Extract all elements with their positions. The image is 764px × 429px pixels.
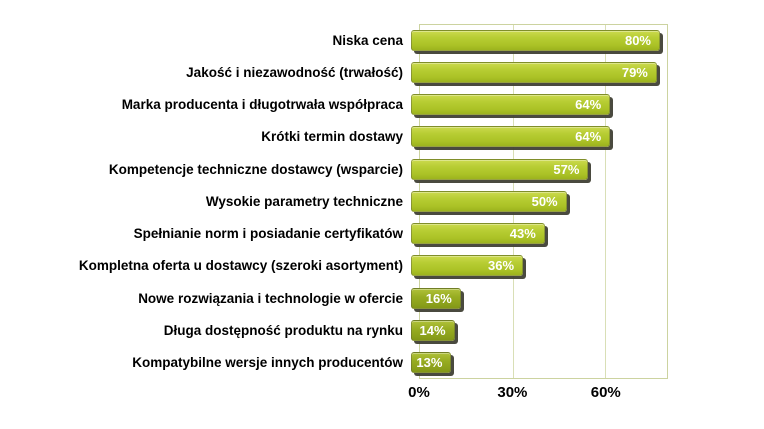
bar: 36% <box>411 255 524 277</box>
bar-row: Jakość i niezawodność (trwałość) 79% <box>0 56 668 88</box>
bar: 79% <box>411 61 657 83</box>
bar-value-label: 43% <box>509 226 536 242</box>
x-tick-30: 30% <box>497 384 528 401</box>
bar: 16% <box>411 287 461 309</box>
category-label: Kompletna oferta u dostawcy (szeroki aso… <box>78 258 403 274</box>
category-label: Jakość i niezawodność (trwałość) <box>186 64 403 80</box>
bar-track: 64% <box>411 94 660 116</box>
bar: 57% <box>411 158 589 180</box>
bar-value-label: 36% <box>488 258 515 274</box>
bar-row: Kompatybilne wersje innych producentów 1… <box>0 347 668 379</box>
bar-value-label: 13% <box>416 355 443 371</box>
bar-track: 80% <box>411 29 660 51</box>
bar-row: Nowe rozwiązania i technologie w ofercie… <box>0 282 668 314</box>
bar-row: Niska cena 80% <box>0 24 668 56</box>
bar-row: Kompletna oferta u dostawcy (szeroki aso… <box>0 250 668 282</box>
category-label: Marka producenta i długotrwała współprac… <box>121 97 403 113</box>
bar: 14% <box>411 320 455 342</box>
bar: 80% <box>411 29 660 51</box>
bar-value-label: 64% <box>575 129 602 145</box>
x-tick-60: 60% <box>590 384 621 401</box>
bar-rows: Niska cena 80% Jakość i niezawodność (tr… <box>0 24 668 379</box>
bar-row: Krótki termin dostawy 64% <box>0 121 668 153</box>
bar-value-label: 14% <box>419 323 446 339</box>
gridline-60 <box>605 25 607 378</box>
x-tick-0: 0% <box>408 384 430 401</box>
bar-value-label: 50% <box>531 193 558 209</box>
bar-row: Spełnianie norm i posiadanie certyfikató… <box>0 218 668 250</box>
bar-value-label: 79% <box>621 64 648 80</box>
bar: 64% <box>411 94 611 116</box>
category-label: Spełnianie norm i posiadanie certyfikató… <box>133 226 403 242</box>
bar: 64% <box>411 126 611 148</box>
bar-track: 79% <box>411 61 660 83</box>
category-label: Nowe rozwiązania i technologie w ofercie <box>138 290 403 306</box>
bar-row: Wysokie parametry techniczne 50% <box>0 185 668 217</box>
bar: 13% <box>411 352 452 374</box>
bar-track: 57% <box>411 158 660 180</box>
bar-row: Kompetencje techniczne dostawcy (wsparci… <box>0 153 668 185</box>
bar-track: 14% <box>411 320 660 342</box>
category-label: Krótki termin dostawy <box>261 129 403 145</box>
bar-value-label: 16% <box>425 290 452 306</box>
bar: 43% <box>411 223 545 245</box>
bar-track: 50% <box>411 190 660 212</box>
x-axis: 0% 30% 60% <box>408 384 668 406</box>
bar: 50% <box>411 190 567 212</box>
bar-track: 36% <box>411 255 660 277</box>
category-label: Wysokie parametry techniczne <box>205 193 403 209</box>
bar-value-label: 57% <box>553 161 580 177</box>
bar-track: 13% <box>411 352 660 374</box>
bar-track: 43% <box>411 223 660 245</box>
bar-value-label: 80% <box>624 32 651 48</box>
category-label: Kompetencje techniczne dostawcy (wsparci… <box>108 161 403 177</box>
category-label: Długa dostępność produktu na rynku <box>163 323 403 339</box>
category-label: Niska cena <box>332 32 403 48</box>
category-label: Kompatybilne wersje innych producentów <box>132 355 403 371</box>
bar-value-label: 64% <box>575 97 602 113</box>
bar-row: Długa dostępność produktu na rynku 14% <box>0 314 668 346</box>
bar-track: 64% <box>411 126 660 148</box>
bar-track: 16% <box>411 287 660 309</box>
bar-row: Marka producenta i długotrwała współprac… <box>0 89 668 121</box>
